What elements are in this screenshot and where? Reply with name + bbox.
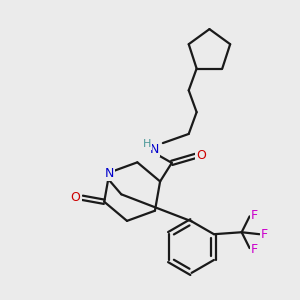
- Text: O: O: [196, 149, 206, 162]
- Text: O: O: [70, 191, 80, 204]
- Text: H: H: [143, 139, 151, 149]
- Text: F: F: [261, 228, 268, 241]
- Text: F: F: [251, 209, 258, 222]
- Text: N: N: [105, 167, 114, 180]
- Text: N: N: [149, 142, 159, 155]
- Text: F: F: [251, 243, 258, 256]
